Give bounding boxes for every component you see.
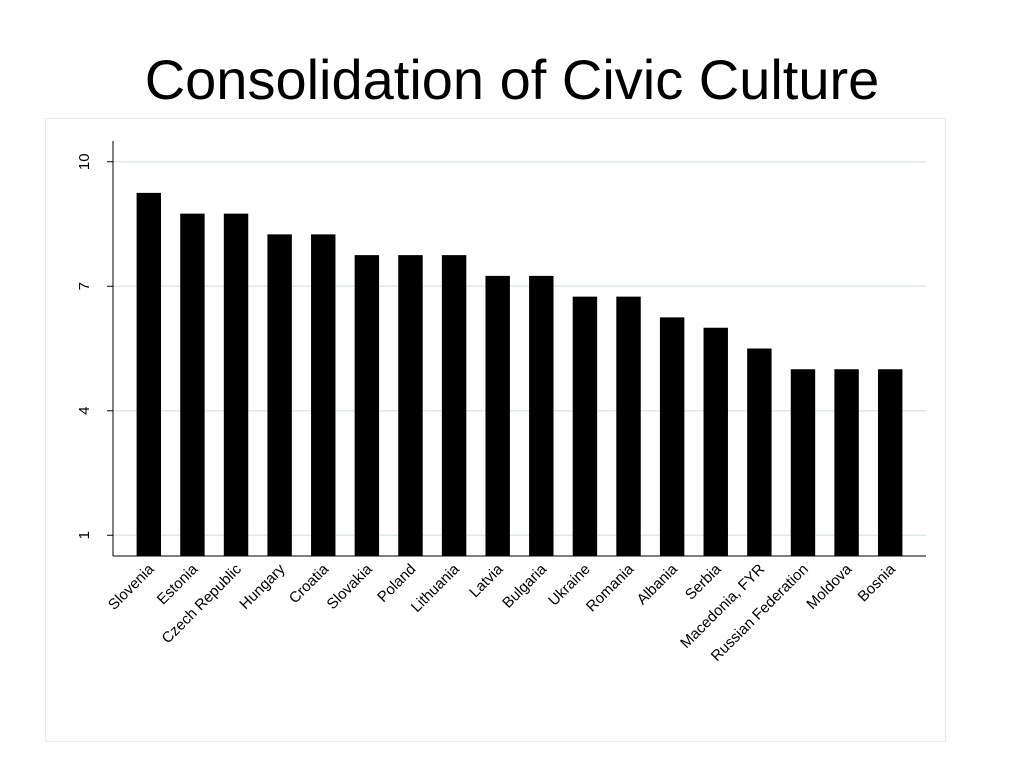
x-tick-label: Hungary [236, 560, 288, 612]
bar [659, 317, 685, 556]
x-tick-label: Latvia [466, 560, 507, 601]
x-tick-label: Moldova [803, 560, 856, 613]
bar [223, 213, 249, 556]
x-tick-label: Czech Republic [159, 560, 246, 647]
bar [136, 192, 162, 556]
bar [877, 369, 903, 556]
bar [311, 234, 336, 556]
y-tick-label: 1 [76, 531, 93, 539]
x-tick-label: Bosnia [855, 560, 900, 605]
bar [834, 369, 859, 556]
bar [354, 255, 380, 556]
bar [703, 327, 728, 556]
bar [180, 213, 205, 556]
bar [485, 275, 510, 556]
bar [529, 275, 554, 556]
chart-frame: 1 4 7 10 Slovenia Estonia Czech Republic Hungar… [45, 118, 946, 742]
x-tick-label: Romania [583, 560, 638, 615]
y-tick-label: 10 [76, 153, 93, 170]
x-tick-label: Lithuania [408, 560, 464, 616]
bar [398, 255, 423, 556]
y-tick-label: 4 [76, 407, 93, 415]
x-tick-label: Slovenia [105, 560, 158, 613]
x-tick-label: Slovakia [324, 560, 377, 613]
bar [572, 296, 598, 556]
bar [790, 369, 816, 556]
bar [267, 234, 292, 556]
bar [616, 296, 641, 556]
bar [747, 348, 772, 556]
bar [441, 255, 467, 556]
x-tick-label: Albania [634, 560, 682, 608]
slide-title: Consolidation of Civic Culture [144, 48, 880, 111]
y-tick-label: 7 [76, 282, 93, 290]
x-tick-label: Bulgaria [499, 560, 550, 611]
